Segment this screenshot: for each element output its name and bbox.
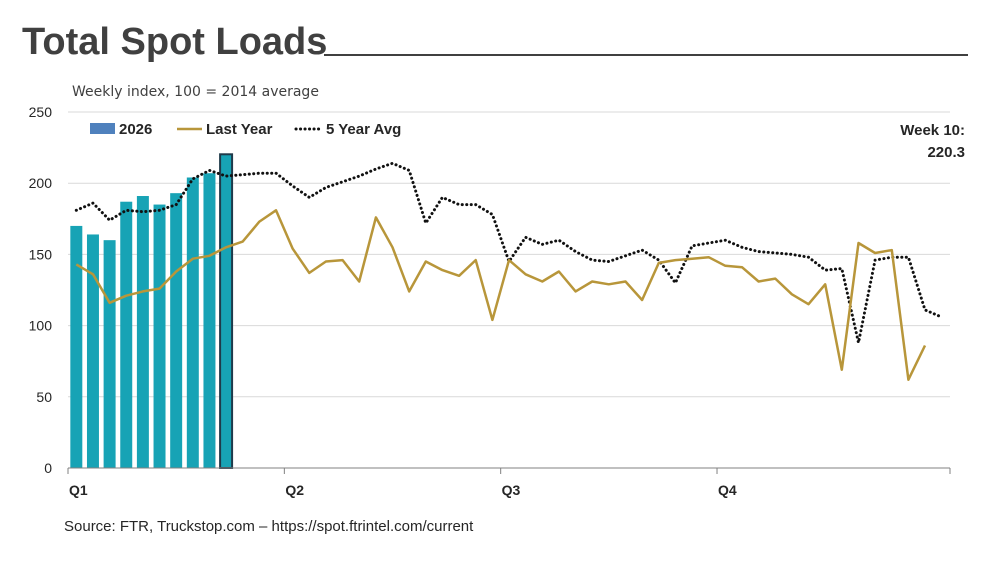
- axis-layer: 0 50 100 150 200 250 Q1 Q2 Q3 Q4: [29, 104, 951, 498]
- bar-2026-week-1: [70, 225, 83, 468]
- bar-2026-week-6: [153, 204, 166, 468]
- bar-layer: [70, 153, 234, 470]
- x-quarter-label: Q4: [718, 482, 737, 498]
- line-layer: [74, 161, 944, 381]
- legend-label-2026: 2026: [119, 121, 152, 138]
- bar-2026-week-5: [136, 196, 149, 468]
- y-tick-label: 250: [29, 104, 53, 120]
- week-annotation-label: Week 10:: [900, 122, 965, 139]
- title-rule: [324, 54, 968, 56]
- bar-2026-week-9: [203, 173, 216, 468]
- x-quarter-label: Q3: [502, 482, 521, 498]
- bar-2026-week-8: [186, 177, 199, 468]
- bar-2026-week-4: [120, 201, 133, 468]
- y-tick-label: 200: [29, 175, 53, 191]
- chart-svg: 0 50 100 150 200 250 Q1 Q2 Q3 Q4 2026 Last Year 5 Y…: [29, 104, 951, 498]
- y-tick-label: 100: [29, 318, 53, 334]
- chart-subtitle: Weekly index, 100 = 2014 average: [72, 84, 319, 100]
- legend: 2026 Last Year 5 Year Avg: [90, 121, 401, 138]
- legend-swatch-2026: [90, 123, 115, 134]
- legend-label-last-year: Last Year: [206, 121, 273, 138]
- title-area: Total Spot Loads: [22, 20, 968, 64]
- bar-2026-week-2: [86, 234, 99, 468]
- week-annotation-value: 220.3: [927, 144, 965, 161]
- y-tick-label: 0: [44, 460, 52, 476]
- bar-2026-week-10: [219, 153, 234, 470]
- x-quarter-label: Q2: [285, 482, 304, 498]
- line-last-year: [75, 209, 927, 381]
- legend-label-5-year-avg: 5 Year Avg: [326, 121, 401, 138]
- bar-2026-week-7: [170, 193, 183, 468]
- grid-layer: [68, 111, 950, 398]
- page-title: Total Spot Loads: [22, 21, 328, 63]
- y-tick-label: 150: [29, 246, 53, 262]
- x-quarter-label: Q1: [69, 482, 88, 498]
- y-tick-label: 50: [36, 389, 52, 405]
- bar-2026-week-3: [103, 240, 116, 468]
- source-note: Source: FTR, Truckstop.com – https://spo…: [64, 518, 474, 535]
- week-annotation: Week 10: 220.3: [900, 120, 965, 164]
